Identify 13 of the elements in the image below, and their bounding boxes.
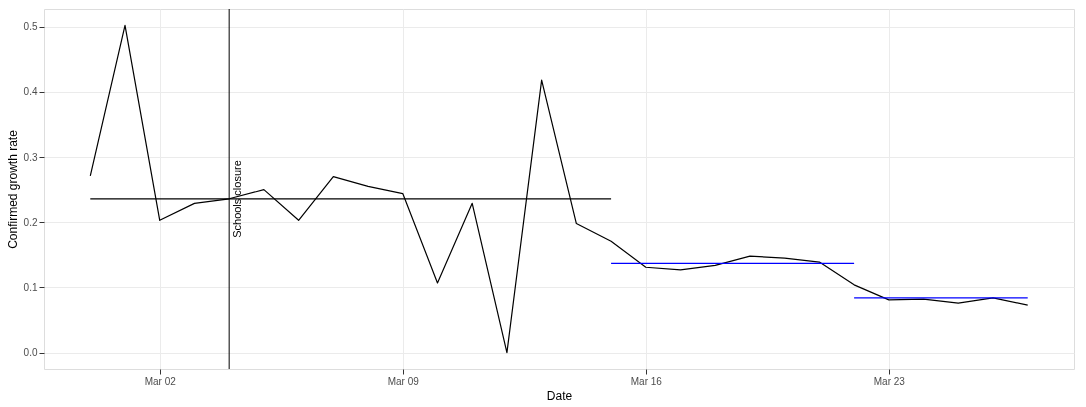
x-axis-title: Date [546,388,573,403]
y-tick-label: 0.3 [23,151,38,163]
y-tick-label: 0.2 [23,216,38,228]
y-tick-label: 0.5 [23,21,38,33]
x-tick-label: Mar 02 [144,375,177,387]
y-tick-label: 0.4 [23,86,38,98]
ref-line-label: Schools closure [231,160,244,238]
y-tick-label: 0.1 [23,281,38,293]
x-tick-label: Mar 23 [873,375,906,387]
y-axis-title: Confirmed growth rate [5,129,20,249]
y-tick-label: 0.0 [23,347,38,359]
x-tick-label: Mar 09 [387,375,420,387]
x-tick-label: Mar 16 [630,375,663,387]
